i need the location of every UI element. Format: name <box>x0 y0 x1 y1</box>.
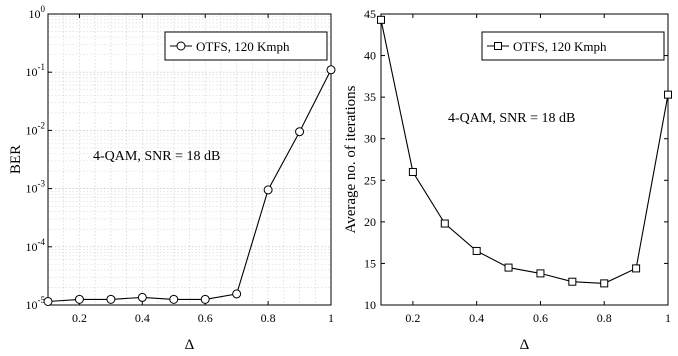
x-tick-label: 0.4 <box>135 311 150 325</box>
data-point <box>568 277 577 286</box>
y-tick-label: 10-5 <box>26 295 46 312</box>
x-tick-label: 0.8 <box>597 311 612 325</box>
legend-label: OTFS, 120 Kmph <box>513 39 607 54</box>
annotation-text: 4-QAM, SNR = 18 dB <box>448 111 575 126</box>
data-point <box>137 292 147 302</box>
x-tick-label: 1 <box>328 311 334 325</box>
data-point <box>74 294 84 304</box>
data-point <box>295 127 305 137</box>
x-tick-label: 1 <box>665 311 671 325</box>
data-point <box>504 263 513 272</box>
series-line <box>47 69 332 303</box>
x-tick-label: 0.2 <box>405 311 420 325</box>
legend-marker <box>494 42 502 50</box>
y-tick-label: 15 <box>364 256 376 270</box>
y-tick-label: 10-2 <box>26 120 46 137</box>
x-tick-label: 0.6 <box>533 311 548 325</box>
data-point <box>664 90 672 99</box>
data-point <box>440 219 449 228</box>
x-tick-label: 0.8 <box>261 311 276 325</box>
x-axis-label: Δ <box>185 337 195 353</box>
legend-label: OTFS, 120 Kmph <box>196 39 290 54</box>
y-tick-label: 10 <box>364 298 376 312</box>
axes-box <box>380 13 669 306</box>
legend-box <box>164 31 328 61</box>
data-point <box>106 294 116 304</box>
data-point <box>263 185 273 195</box>
chart-panel-1: 0.2 0.4 0.6 0.8 1 100 10-1 10-2 10-3 10-4 10-5 Δ BER… <box>8 4 336 353</box>
x-tick-label: 0.6 <box>198 311 213 325</box>
data-point <box>232 289 242 299</box>
data-point <box>536 269 545 278</box>
y-tick-label: 10-4 <box>26 237 46 254</box>
y-tick-label: 20 <box>364 215 376 229</box>
data-point <box>600 279 609 288</box>
y-tick-label: 30 <box>364 132 376 146</box>
annotation-text: 4-QAM, SNR = 18 dB <box>93 149 220 164</box>
data-point <box>169 294 179 304</box>
data-point <box>632 264 641 273</box>
data-point <box>408 167 417 176</box>
data-point <box>472 246 481 255</box>
chart-panel-2: 0.2 0.4 0.6 0.8 1 10 15 20 25 30 35 40 45 Δ Average no… <box>343 7 672 353</box>
legend-box <box>481 31 665 61</box>
x-tick-label: 0.2 <box>72 311 87 325</box>
data-point <box>43 296 53 306</box>
data-point <box>326 65 336 75</box>
y-tick-label: 35 <box>364 90 376 104</box>
y-tick-label: 40 <box>364 49 376 63</box>
axes-box <box>47 13 332 306</box>
x-tick-label: 0.4 <box>469 311 484 325</box>
y-axis-label: BER <box>8 145 24 174</box>
x-axis-label: Δ <box>520 337 530 353</box>
y-tick-label: 10-3 <box>26 179 46 196</box>
y-axis-label: Average no. of iterations <box>343 85 359 233</box>
y-tick-label: 100 <box>29 4 46 21</box>
y-tick-label: 10-1 <box>26 62 46 79</box>
data-point <box>200 294 210 304</box>
legend-marker <box>176 41 186 51</box>
data-point <box>377 15 385 24</box>
y-tick-label: 25 <box>364 173 376 187</box>
series-line <box>380 19 669 284</box>
y-tick-label: 45 <box>364 7 376 21</box>
